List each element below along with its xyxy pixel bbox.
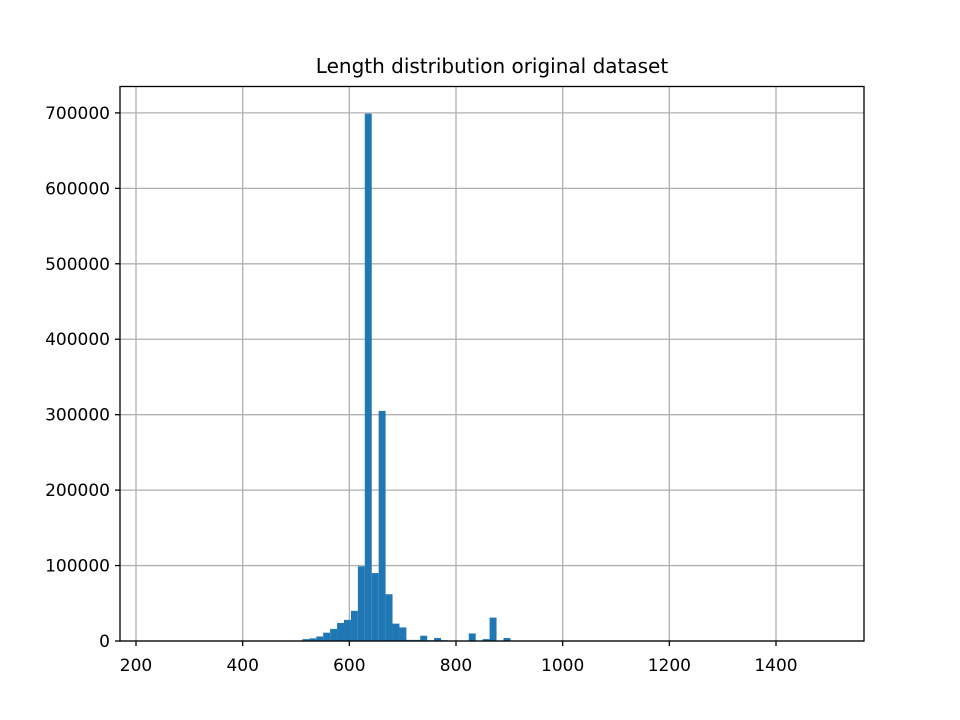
plot-frame: [119, 85, 865, 642]
histogram-bar: [399, 627, 407, 641]
x-tick-label: 400: [226, 656, 258, 676]
x-tick-label: 1000: [541, 656, 584, 676]
histogram-bar: [337, 622, 344, 641]
x-tick-label: 200: [120, 656, 152, 676]
y-tick-label: 600000: [45, 179, 110, 199]
histogram-bar: [350, 610, 358, 641]
x-tick-label: 1200: [648, 656, 691, 676]
histogram-bar: [378, 410, 386, 641]
y-axis: 0 100000 200000 300000 400000 500000 600000 700…: [45, 104, 120, 652]
histogram-bar: [468, 633, 476, 641]
histogram-bar: [420, 635, 428, 641]
histogram-bar: [364, 113, 372, 642]
chart-title: Length distribution original dataset: [316, 54, 669, 78]
histogram-bar: [302, 639, 310, 641]
histogram-bar: [309, 638, 317, 641]
y-tick-label: 500000: [45, 255, 110, 275]
y-tick-label: 400000: [45, 330, 110, 350]
histogram-bar: [489, 617, 497, 641]
histogram-bar: [330, 628, 338, 641]
histogram-bar: [392, 623, 400, 641]
histogram-bar: [434, 637, 442, 641]
x-tick-label: 800: [440, 656, 472, 676]
histogram-bars: [302, 113, 511, 642]
y-tick-label: 100000: [45, 557, 110, 577]
y-tick-label: 200000: [45, 481, 110, 501]
x-axis: 200 400 600 800 1000 1200 1400: [120, 641, 798, 676]
y-tick-label: 300000: [45, 406, 110, 426]
histogram-bar: [385, 594, 393, 641]
y-tick-label: 700000: [45, 104, 110, 124]
histogram-bar: [357, 566, 365, 641]
histogram-bar: [482, 639, 490, 641]
x-tick-label: 600: [333, 656, 365, 676]
histogram-bar: [323, 632, 331, 641]
grid-lines: [120, 86, 864, 642]
histogram-bar: [371, 573, 379, 641]
histogram-bar: [503, 637, 511, 641]
histogram-bar: [344, 619, 351, 641]
x-tick-label: 1400: [754, 656, 797, 676]
histogram-bar: [316, 636, 324, 641]
y-tick-label: 0: [99, 632, 110, 652]
